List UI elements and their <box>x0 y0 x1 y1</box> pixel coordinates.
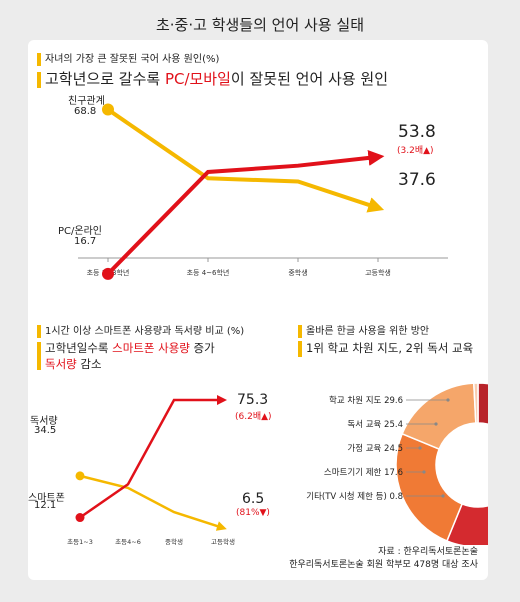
pie-slice <box>401 382 477 451</box>
series-line <box>106 107 385 213</box>
headline-text: 고학년으로 갈수록 <box>45 70 165 88</box>
pie-slice <box>473 382 479 424</box>
legend-item: 독서 교육 25.4 <box>347 420 403 430</box>
accent-bar <box>298 340 302 357</box>
headline-text: 감소 <box>76 357 102 371</box>
accent-bar <box>37 342 41 370</box>
chart2-svg: 초등1~3 초등4~6 중학생 고등학생 <box>67 395 235 545</box>
legend-item: 학교 차원 지도 29.6 <box>329 395 403 406</box>
legend-item: 가정 교육 24.5 <box>347 443 403 454</box>
series-name: 친구관계 <box>68 96 105 107</box>
series-end-value: 75.3 <box>237 392 269 408</box>
leader-dot <box>418 446 422 450</box>
series-line <box>79 395 227 519</box>
x-tick-label: 중학생 <box>288 268 307 277</box>
series-line <box>79 474 227 531</box>
headline-text: 증가 <box>189 341 215 355</box>
series-end-note: (81%▼) <box>236 508 270 518</box>
chart3-svg: 학교 차원 지도 29.6 독서 교육 25.4 가정 교육 24.5 스마트기기 제… <box>306 382 488 545</box>
x-tick-label: 초등 4~6학년 <box>187 268 230 277</box>
series-start-value: 68.8 <box>74 106 97 117</box>
accent-bar <box>298 324 302 338</box>
infographic-card: 자녀의 가장 큰 잘못된 국어 사용 원인(%) 고학년으로 갈수록 PC/모바… <box>28 40 488 580</box>
pie-slice <box>477 382 488 426</box>
series-end-note: (3.2배▲) <box>397 146 434 156</box>
footer-source: 자료 : 한우리독서토론논술 <box>378 547 478 557</box>
headline-text: 고학년일수록 <box>45 341 113 355</box>
x-tick-label: 초등1~3 <box>67 538 93 545</box>
headline-text: 이 잘못된 언어 사용 원인 <box>230 70 388 88</box>
data-point <box>75 471 85 481</box>
series-end-note: (6.2배▲) <box>235 412 272 422</box>
leader-dot <box>441 494 445 498</box>
pie-slice <box>395 432 464 542</box>
accent-bar <box>37 52 41 66</box>
series-start-value: 34.5 <box>34 425 57 436</box>
leader-dot <box>446 398 450 402</box>
accent-bar <box>37 324 41 338</box>
accent-bar <box>37 71 41 88</box>
series-name: 스마트폰 <box>28 493 65 504</box>
data-point <box>75 513 85 523</box>
chart1-subtitle: 자녀의 가장 큰 잘못된 국어 사용 원인(%) <box>45 54 220 65</box>
chart3-headline: 1위 학교 차원 지도, 2위 독서 교육 <box>298 340 473 357</box>
chart3-subtitle: 올바른 한글 사용을 위한 방안 <box>306 326 430 337</box>
chart1-svg: 초등 1~3학년 초등 4~6학년 중학생 고등학생 <box>78 103 448 280</box>
footer-note: 한우리독서토론논술 회원 학부모 478명 대상 조사 <box>289 560 478 570</box>
series-line <box>106 149 385 276</box>
leader-dot <box>422 470 426 474</box>
series-end-value: 37.6 <box>398 170 436 190</box>
chart3-subtitle-row: 올바른 한글 사용을 위한 방안 <box>298 322 429 338</box>
leader-dot <box>434 422 438 426</box>
headline-highlight: 스마트폰 사용량 <box>112 341 190 355</box>
series-end-value: 53.8 <box>398 122 436 142</box>
series-start-value: 12.1 <box>34 500 57 511</box>
pie-slice <box>445 502 488 545</box>
headline-highlight: 독서량 <box>45 357 77 371</box>
chart2-subtitle-row: 1시간 이상 스마트폰 사용량과 독서량 비교 (%) <box>37 322 244 338</box>
series-name: 독서량 <box>30 416 58 427</box>
data-point <box>102 103 114 116</box>
chart1-subtitle-row: 자녀의 가장 큰 잘못된 국어 사용 원인(%) <box>37 50 219 66</box>
x-tick-label: 초등4~6 <box>115 538 141 545</box>
legend-item: 스마트기기 제한 17.6 <box>324 468 403 478</box>
page-title: 초·중·고 학생들의 언어 사용 실태 <box>155 16 364 34</box>
x-tick-label: 고등학생 <box>211 537 235 545</box>
data-point <box>102 267 114 280</box>
headline-text: 1위 학교 차원 지도, 2위 독서 교육 <box>306 341 474 355</box>
headline-highlight: PC/모바일 <box>164 70 231 88</box>
x-tick-label: 중학생 <box>165 537 183 545</box>
chart2-subtitle: 1시간 이상 스마트폰 사용량과 독서량 비교 (%) <box>45 326 245 337</box>
series-end-value: 6.5 <box>242 491 265 507</box>
series-name: PC/온라인 <box>58 226 102 237</box>
x-tick-label: 고등학생 <box>365 268 391 277</box>
series-start-value: 16.7 <box>74 236 97 247</box>
chart1-headline: 고학년으로 갈수록 PC/모바일이 잘못된 언어 사용 원인 <box>37 68 388 89</box>
legend-item: 기타(TV 시청 제한 등) 0.8 <box>306 492 403 502</box>
